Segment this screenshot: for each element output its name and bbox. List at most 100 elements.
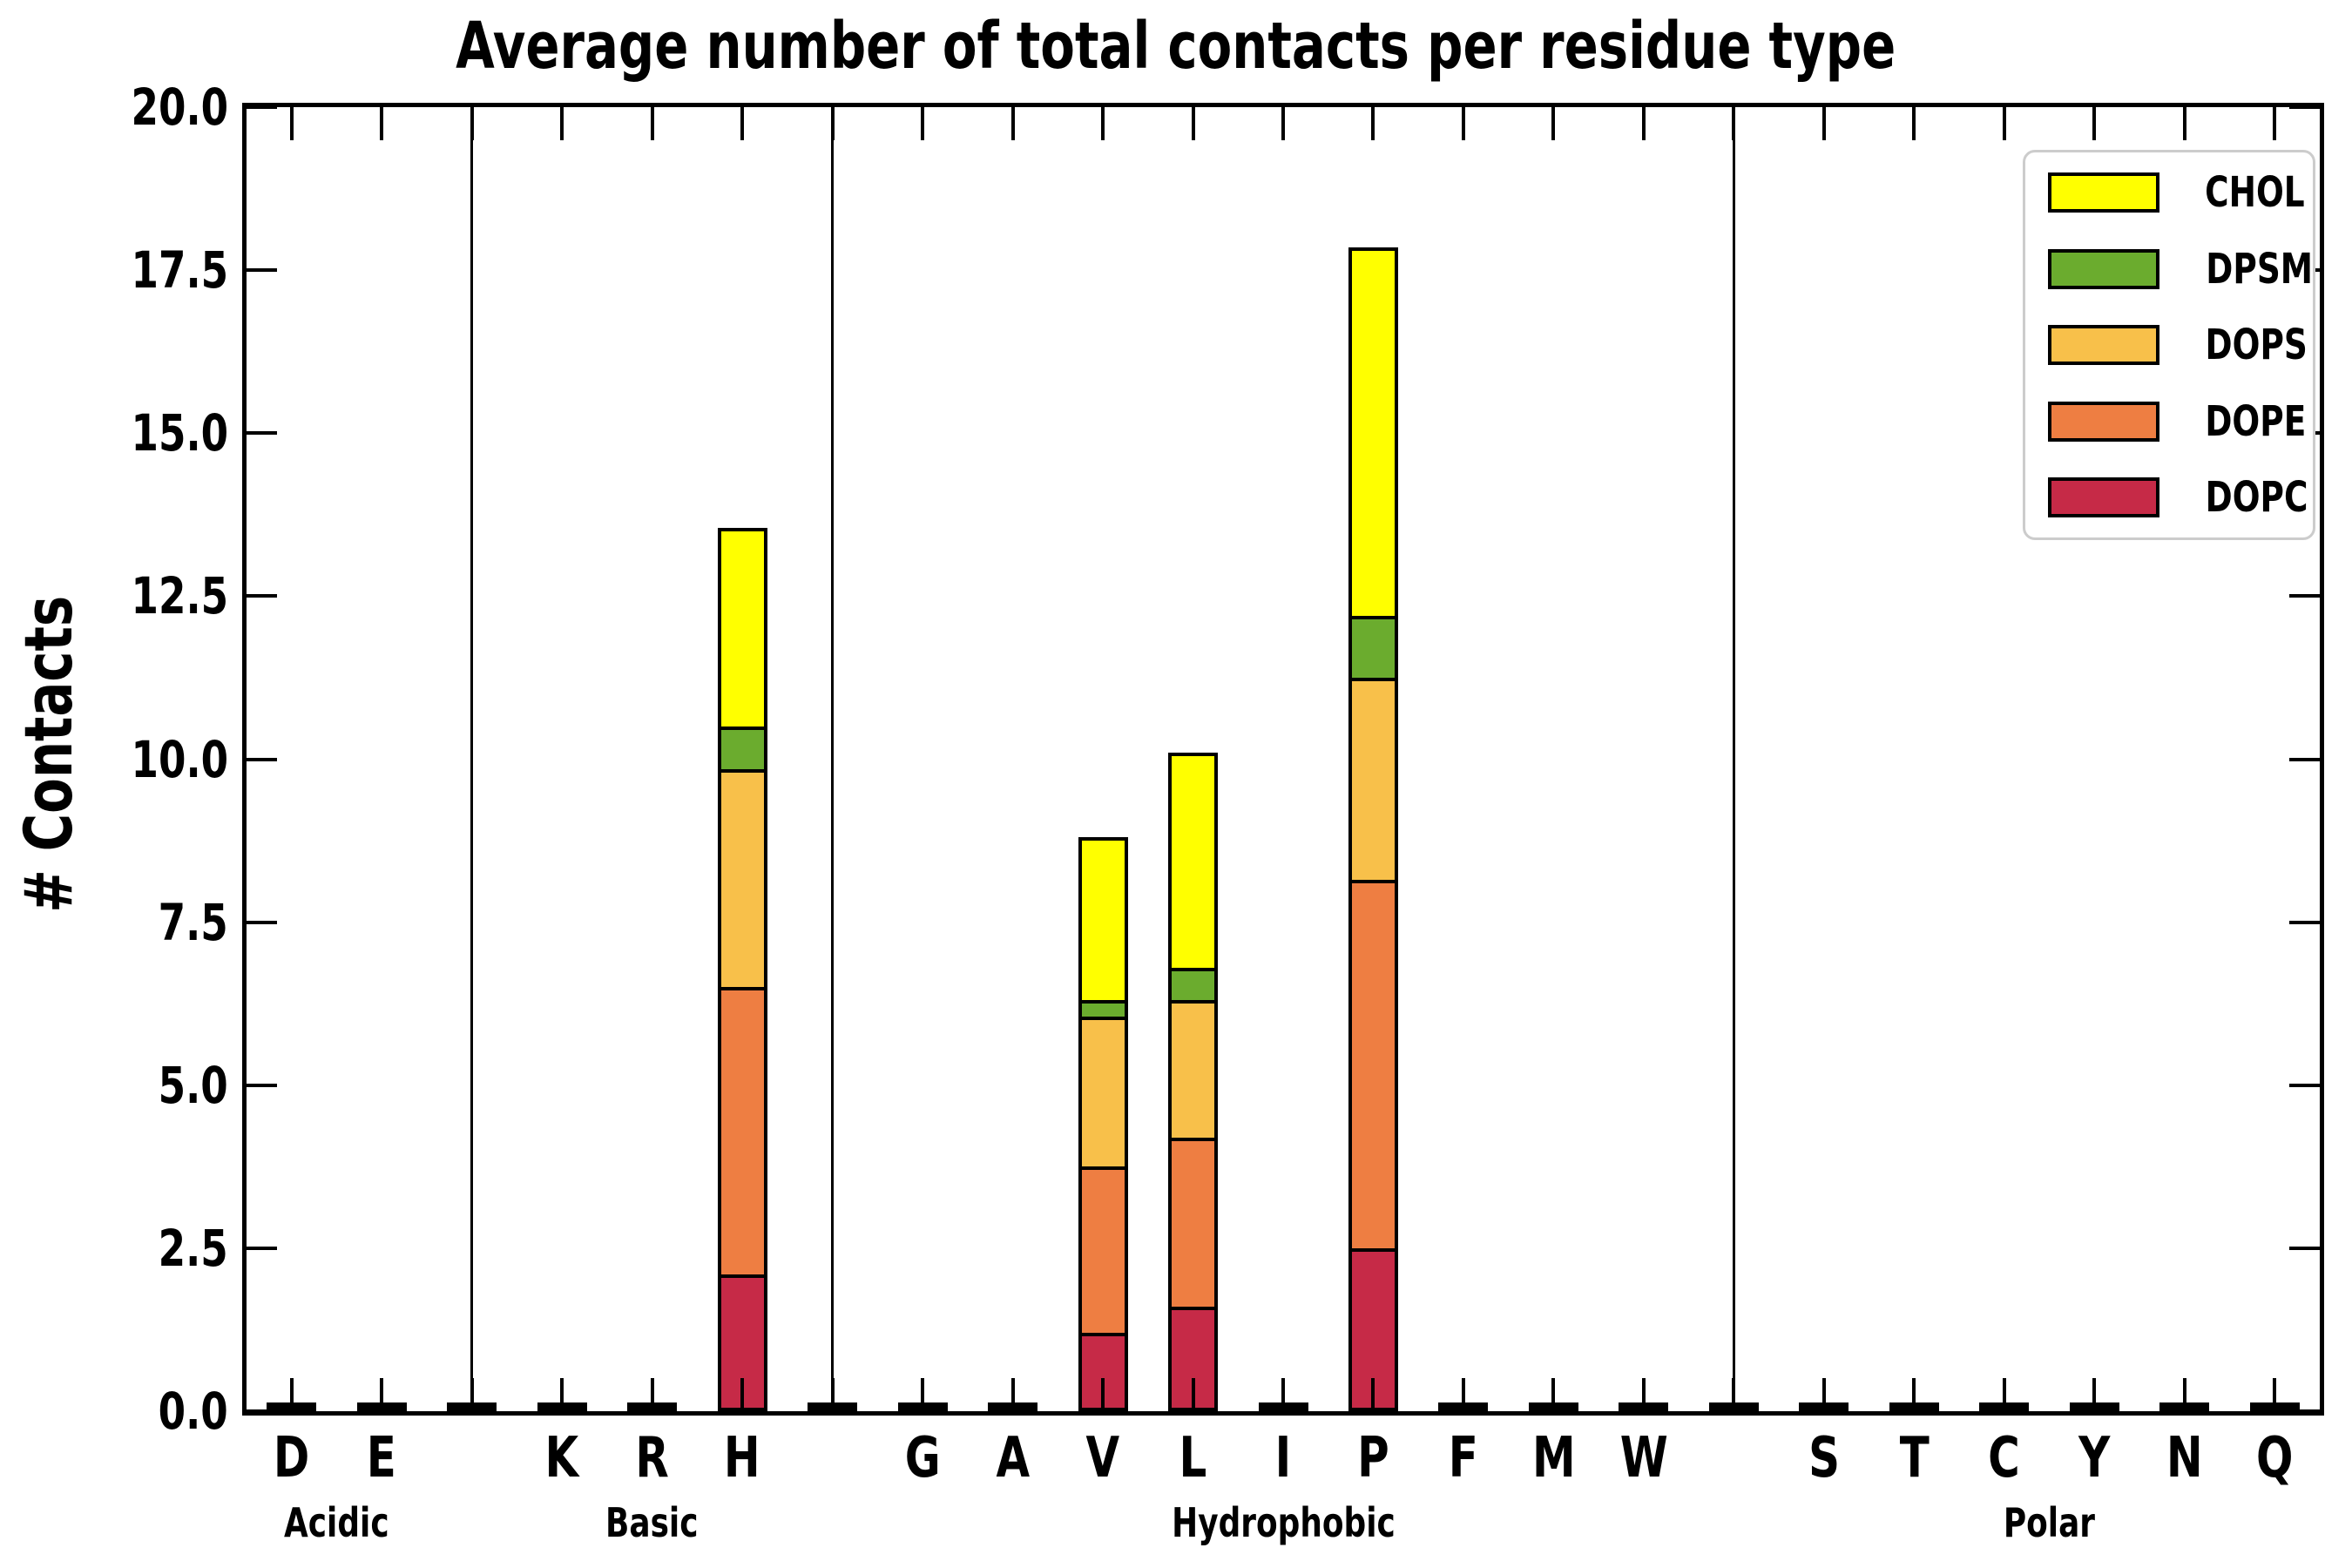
legend-label-DPSM: DPSM [2191,247,2328,292]
legend-label-DOPE: DOPE [2191,399,2321,444]
x-tick-top [470,107,474,140]
y-tick-left [247,1409,277,1413]
residue-label-Q: Q [2235,1429,2314,1487]
x-tick-top [380,107,384,140]
x-tick-top [2002,107,2006,140]
y-tick-label: 20.0 [45,78,228,137]
x-tick-top [1101,107,1105,140]
residue-label-text: G [904,1426,941,1490]
x-tick-top [1191,107,1195,140]
residue-label-text: M [1531,1426,1576,1490]
y-tick-label: 10.0 [45,730,228,789]
y-tick-left [247,268,277,273]
residue-label-Y: Y [2055,1429,2133,1487]
x-tick-bottom [1010,1378,1015,1411]
x-tick-bottom [289,1378,294,1411]
y-tick-left [247,1083,277,1087]
x-tick-top [2182,107,2186,140]
legend-swatch-DOPS [2048,325,2159,365]
x-tick-bottom [921,1378,925,1411]
group-divider [470,107,474,1411]
bar-segment-H-CHOL [717,527,767,731]
y-tick-left [247,105,277,109]
legend-swatch-DOPC [2048,477,2159,517]
residue-label-text: I [1274,1426,1292,1490]
x-tick-bottom [2092,1378,2097,1411]
legend: CHOL DPSM DOPS DOPE DOPC [2023,150,2315,540]
x-tick-bottom [1371,1378,1375,1411]
y-tick-right [2289,1083,2320,1087]
x-tick-top [830,107,835,140]
x-tick-top [1821,107,1826,140]
plot-area-frame [242,103,2324,1416]
x-tick-bottom [380,1378,384,1411]
x-tick-top [560,107,564,140]
bar-segment-V-DOPS [1078,1017,1128,1171]
y-tick-label: 7.5 [45,893,228,952]
x-tick-top [1010,107,1015,140]
bar-segment-H-DOPS [717,768,767,991]
x-tick-bottom [740,1378,745,1411]
residue-label-I: I [1244,1429,1322,1487]
bar-segment-L-DOPS [1168,1000,1219,1141]
x-tick-bottom [1461,1378,1465,1411]
residue-label-M: M [1514,1429,1592,1487]
x-tick-bottom [2002,1378,2006,1411]
residue-label-A: A [974,1429,1052,1487]
x-tick-bottom [1641,1378,1646,1411]
residue-label-text: N [2166,1426,2203,1490]
residue-label-text: D [274,1426,310,1490]
y-tick-left [247,1246,277,1250]
y-tick-label-text: 5.0 [158,1055,228,1115]
chart-title-text: Average number of total contacts per res… [456,9,1896,84]
residue-label-text: S [1808,1426,1840,1490]
y-tick-left [247,431,277,436]
y-tick-right [2289,920,2320,924]
bar-segment-H-DPSM [717,727,767,773]
x-tick-top [1461,107,1465,140]
residue-label-W: W [1605,1429,1683,1487]
bar-segment-L-CHOL [1168,753,1219,971]
x-tick-top [289,107,294,140]
legend-label-text: DOPE [2205,396,2307,446]
y-tick-right [2289,594,2320,598]
bar-segment-V-DOPE [1078,1166,1128,1337]
x-tick-bottom [1821,1378,1826,1411]
residue-label-V: V [1064,1429,1142,1487]
bar-segment-P-DOPE [1348,879,1398,1252]
residue-label-S: S [1785,1429,1863,1487]
x-tick-bottom [1191,1378,1195,1411]
group-label-text: Basic [605,1499,699,1546]
bar-segment-L-DPSM [1168,968,1219,1004]
bar-segment-P-CHOL [1348,247,1398,619]
y-tick-left [247,757,277,761]
x-tick-top [1912,107,1916,140]
y-tick-label: 2.5 [45,1219,228,1278]
residue-label-text: W [1619,1426,1668,1490]
legend-label-text: DPSM [2206,244,2314,294]
y-tick-label-text: 12.5 [131,566,228,626]
y-tick-label: 17.5 [45,240,228,300]
residue-label-H: H [703,1429,781,1487]
residue-label-E: E [342,1429,421,1487]
residue-label-text: R [635,1426,669,1490]
group-label-Polar: Polar [1876,1500,2224,1545]
residue-label-text: P [1357,1426,1389,1490]
group-label-text: Hydrophobic [1171,1499,1396,1546]
y-tick-right [2289,757,2320,761]
y-tick-label: 0.0 [45,1382,228,1441]
x-tick-bottom [2182,1378,2186,1411]
residue-label-C: C [1965,1429,2044,1487]
y-tick-label: 12.5 [45,566,228,625]
residue-label-text: L [1179,1426,1207,1490]
residue-label-D: D [253,1429,331,1487]
bar-segment-H-DOPE [717,987,767,1278]
y-tick-left [247,594,277,598]
y-tick-label: 15.0 [45,403,228,463]
group-label-Basic: Basic [478,1500,827,1545]
residue-label-text: V [1085,1426,1120,1490]
bar-segment-P-DOPS [1348,677,1398,883]
group-divider [831,107,835,1411]
legend-row-CHOL: CHOL [2048,170,2305,215]
